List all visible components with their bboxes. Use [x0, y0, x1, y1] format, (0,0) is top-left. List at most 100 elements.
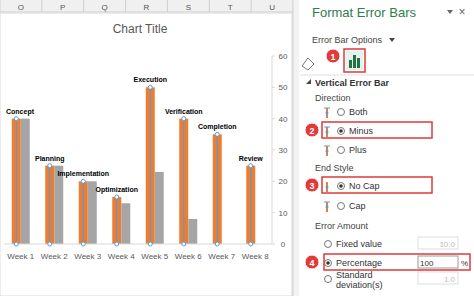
option-icon — [326, 202, 328, 212]
group-heading: Direction — [315, 93, 351, 103]
x-tick-label: Week 5 — [141, 252, 169, 261]
input-unit: % — [461, 259, 468, 268]
radio[interactable] — [338, 109, 345, 116]
selection-handle — [48, 242, 52, 246]
error-bar — [183, 119, 184, 244]
column-separator — [251, 0, 252, 12]
options-icon-bg[interactable] — [346, 51, 363, 70]
value-input[interactable] — [418, 256, 458, 268]
value-input[interactable] — [418, 237, 458, 249]
selection-handle — [14, 242, 18, 246]
column-separator — [125, 0, 126, 12]
options-icon-bar — [357, 58, 360, 68]
selection-handle — [81, 242, 85, 246]
option-icon-cap — [324, 108, 330, 109]
selection-handle — [115, 242, 119, 246]
selection-handle — [115, 195, 119, 199]
selection-handle — [148, 85, 152, 89]
error-bar — [116, 197, 117, 244]
callout-number: 1 — [330, 52, 335, 62]
callout — [305, 178, 319, 192]
annotation: Review — [239, 155, 264, 162]
column-letter: P — [60, 3, 65, 12]
format-pane — [293, 0, 474, 296]
selection-handle — [215, 132, 219, 136]
annotation: Concept — [6, 108, 35, 116]
group-heading: End Style — [315, 163, 354, 173]
column-separator — [0, 0, 1, 12]
option-icon-point — [326, 112, 329, 115]
radio[interactable] — [338, 183, 345, 190]
option-label[interactable]: Percentage — [336, 258, 382, 268]
bar — [54, 166, 63, 244]
option-icon — [326, 127, 328, 137]
column-letter: Q — [102, 3, 108, 12]
y-tick-label: 60 — [279, 52, 288, 61]
radio[interactable] — [325, 241, 332, 248]
column-separator — [167, 0, 168, 12]
option-icon-cap — [324, 127, 330, 128]
bar — [21, 119, 30, 244]
selection-handle — [215, 242, 219, 246]
callout-number: 4 — [309, 258, 314, 268]
column-separator — [41, 0, 42, 12]
plot-marks — [12, 87, 256, 244]
pane-title: Format Error Bars — [312, 5, 417, 20]
section-toggle — [306, 79, 311, 84]
radio[interactable] — [338, 128, 345, 135]
radio-dot — [339, 129, 343, 133]
x-tick-label: Week 4 — [108, 252, 136, 261]
column-letter: S — [186, 3, 191, 12]
column-header — [0, 0, 293, 12]
selection-handle — [14, 117, 18, 121]
x-tick-label: Week 2 — [41, 252, 69, 261]
radio[interactable] — [338, 147, 345, 154]
annotation: Execution — [134, 76, 167, 83]
x-tick-label: Week 3 — [74, 252, 102, 261]
highlight-box — [322, 177, 432, 193]
option-label[interactable]: Standarddeviation(s) — [336, 270, 383, 290]
radio[interactable] — [338, 203, 345, 210]
pane-dropdown[interactable] — [447, 10, 453, 14]
radio-dot — [339, 184, 343, 188]
column-letter: O — [18, 3, 24, 12]
column-separator — [209, 0, 210, 12]
bar — [188, 219, 197, 244]
bar — [121, 203, 130, 244]
bar — [146, 87, 155, 244]
y-tick-label: 30 — [279, 146, 288, 155]
input-value: 1.0 — [444, 275, 456, 284]
option-label[interactable]: Cap — [349, 201, 366, 211]
y-tick-label: 20 — [279, 177, 288, 186]
header-border — [0, 12, 293, 13]
option-icon-point — [326, 186, 329, 189]
fill-icon[interactable] — [302, 58, 314, 70]
y-tick-label: 10 — [279, 209, 288, 218]
option-label[interactable]: Minus — [349, 126, 374, 136]
column-letter: R — [144, 3, 150, 12]
scrollbar — [294, 0, 299, 296]
option-icon — [326, 182, 328, 192]
background — [0, 0, 474, 296]
input-value: 100 — [420, 259, 434, 268]
option-icon — [326, 108, 328, 118]
y-axis-line — [272, 56, 273, 244]
option-label[interactable]: No Cap — [349, 181, 380, 191]
highlight-box — [344, 49, 365, 72]
option-label[interactable]: Plus — [349, 145, 367, 155]
option-label[interactable]: Both — [349, 107, 368, 117]
option-icon-point — [326, 131, 329, 134]
option-label[interactable]: Fixed value — [336, 239, 382, 249]
annotation: Optimization — [96, 186, 138, 194]
close-button[interactable]: × — [458, 5, 465, 19]
radio[interactable] — [325, 276, 332, 283]
options-menu[interactable]: Error Bar Options — [312, 35, 383, 45]
value-input[interactable] — [418, 272, 458, 284]
error-bar — [250, 166, 251, 244]
radio[interactable] — [325, 260, 332, 267]
separator — [300, 75, 474, 76]
callout — [305, 255, 319, 269]
option-icon-point — [326, 150, 329, 153]
callout — [305, 123, 319, 137]
column-separator — [83, 0, 84, 12]
